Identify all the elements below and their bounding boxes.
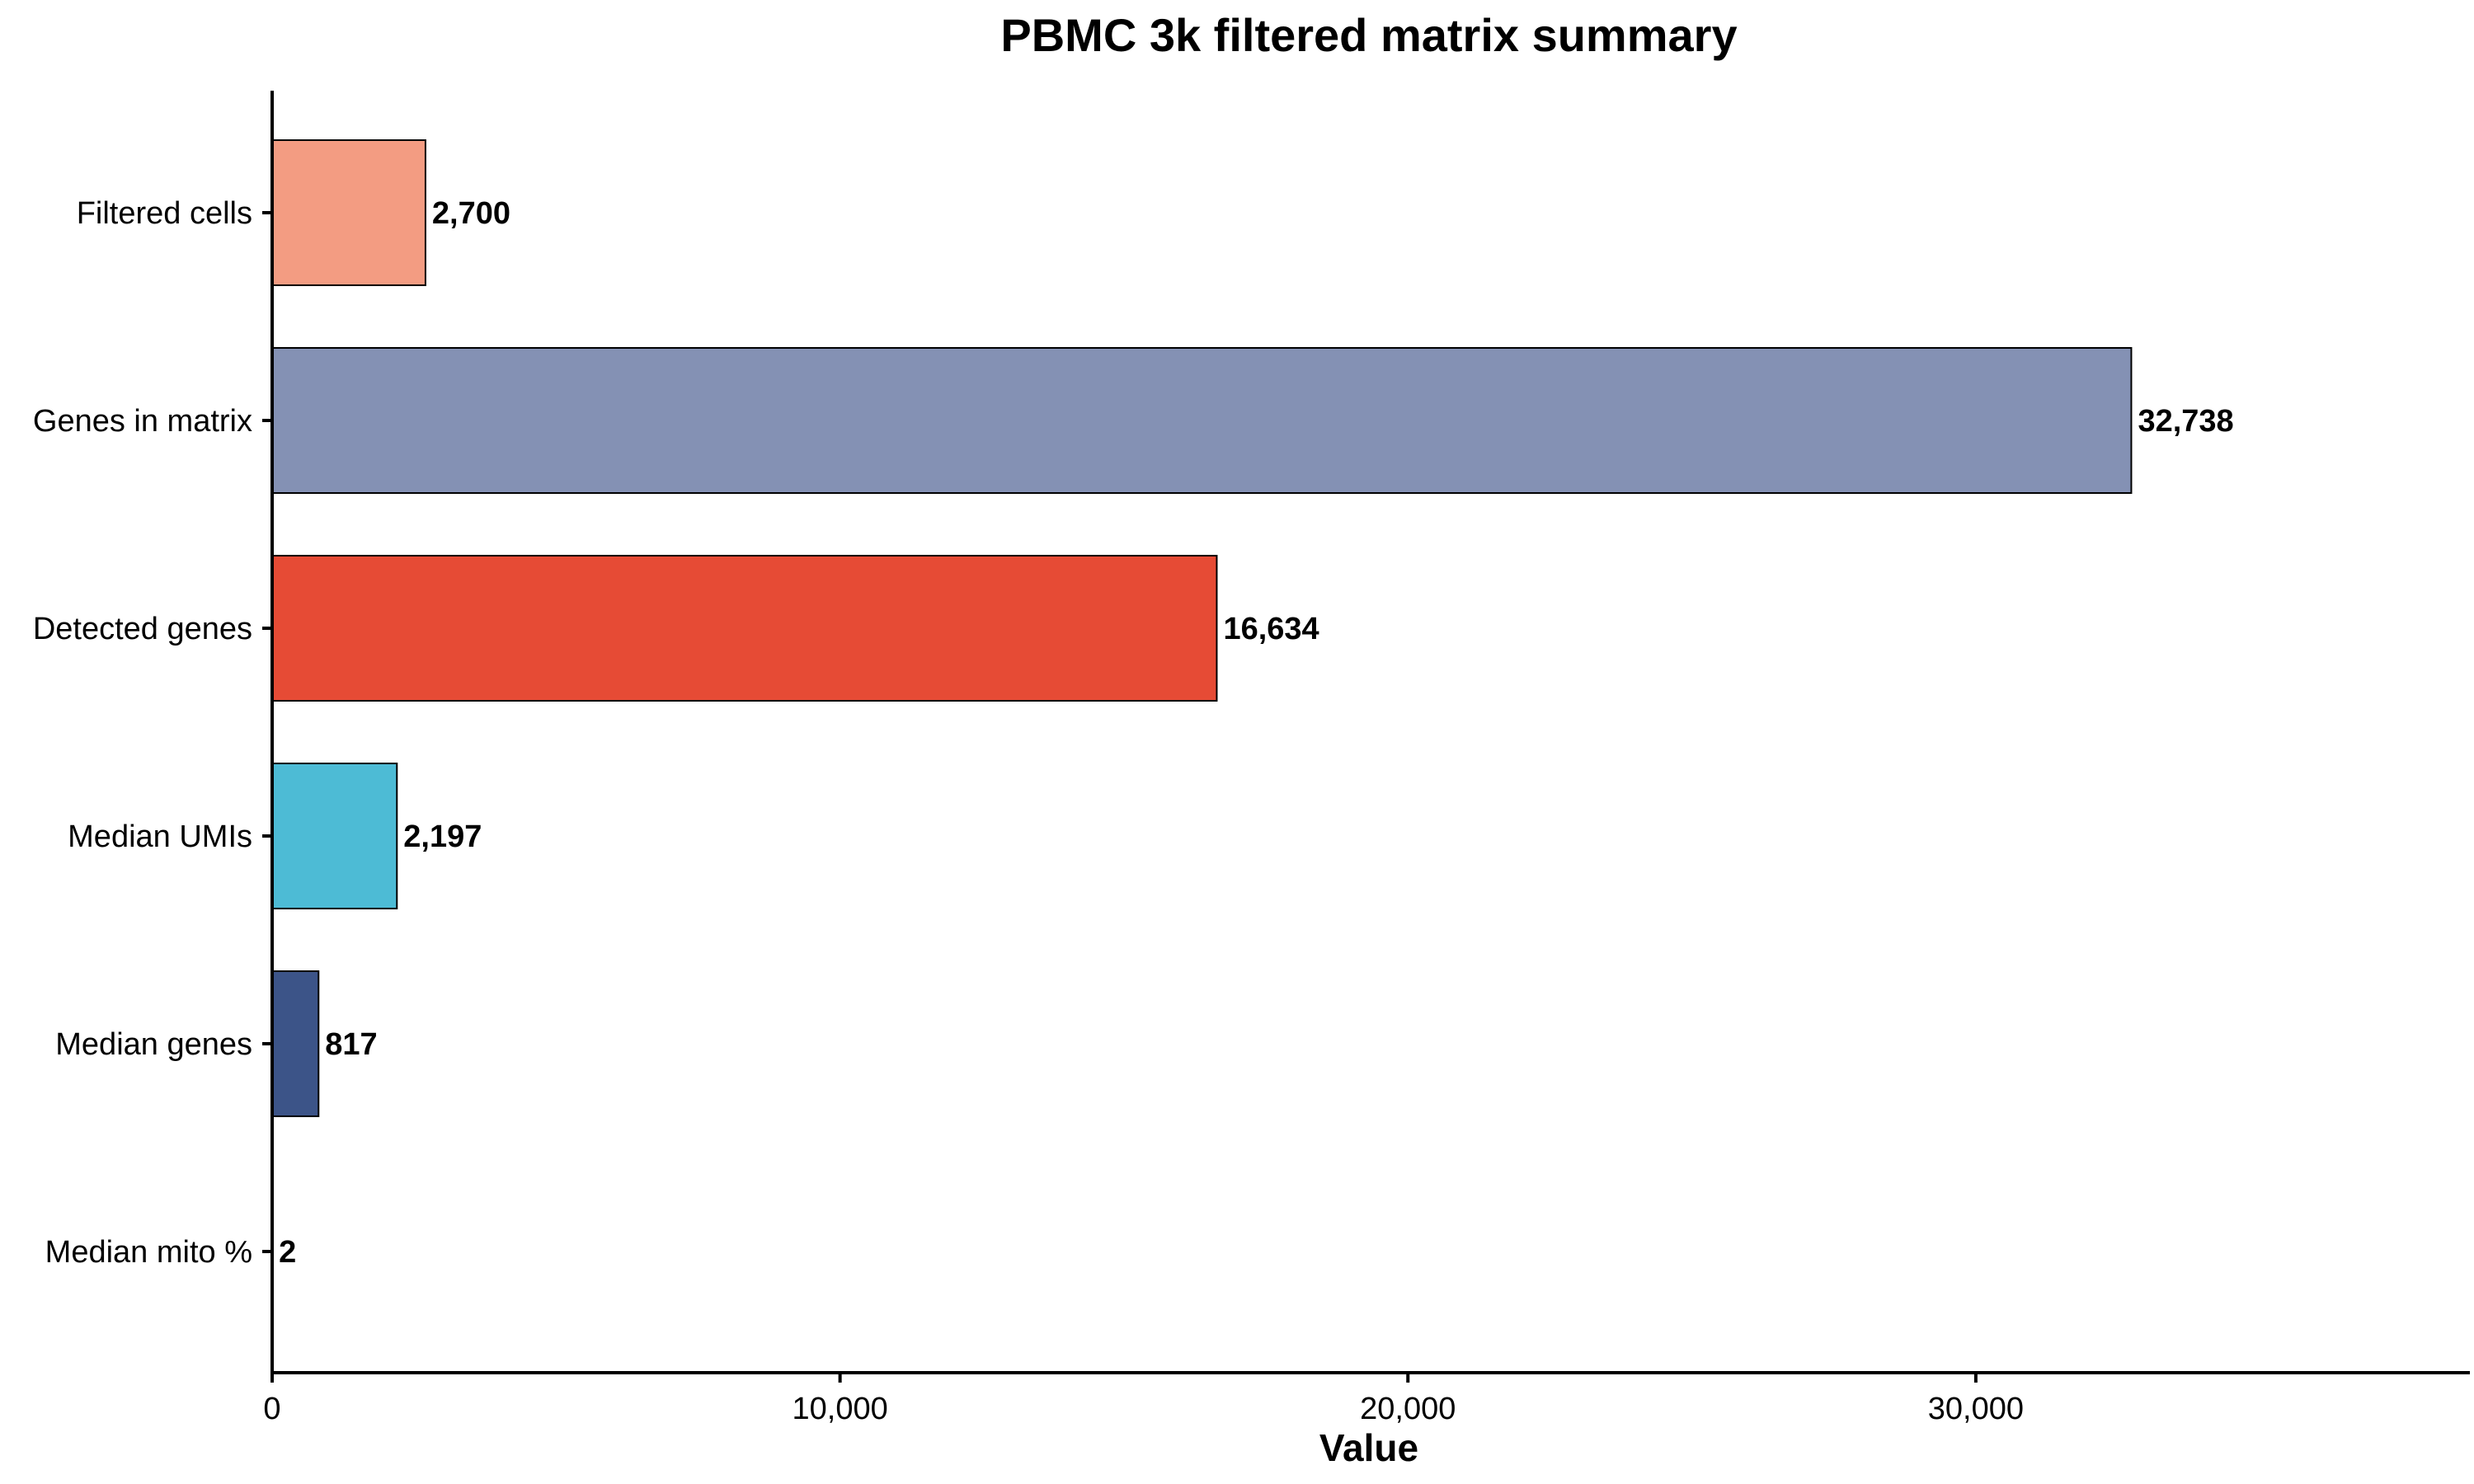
category-label-2: Detected genes <box>33 612 252 646</box>
chart-title: PBMC 3k filtered matrix summary <box>1000 9 1737 61</box>
value-label-5: 2 <box>279 1235 296 1270</box>
value-label-0: 2,700 <box>432 196 510 231</box>
value-label-2: 16,634 <box>1223 612 1319 646</box>
category-label-5: Median mito % <box>45 1235 252 1270</box>
category-label-0: Filtered cells <box>77 196 252 231</box>
category-label-4: Median genes <box>55 1027 252 1062</box>
bar-0 <box>271 139 426 286</box>
axes-layer: Filtered cells Genes in matrix Detected ge… <box>33 91 2470 1426</box>
category-label-1: Genes in matrix <box>33 404 252 439</box>
x-tick-label-3: 30,000 <box>1928 1392 2024 1426</box>
bars-layer: 2,700 32,738 16,634 2,197 817 2 <box>271 139 2234 1325</box>
bar-2 <box>271 555 1218 702</box>
bar-1 <box>271 347 2133 494</box>
bar-4 <box>271 970 320 1117</box>
bar-3 <box>271 763 398 909</box>
x-tick-label-2: 20,000 <box>1360 1392 1456 1426</box>
value-label-4: 817 <box>325 1027 377 1062</box>
category-label-3: Median UMIs <box>68 819 252 854</box>
x-axis-title: Value <box>1319 1426 1418 1469</box>
value-label-1: 32,738 <box>2138 404 2233 439</box>
x-tick-label-1: 10,000 <box>793 1392 888 1426</box>
x-tick-label-0: 0 <box>263 1392 280 1426</box>
value-label-3: 2,197 <box>403 819 482 854</box>
